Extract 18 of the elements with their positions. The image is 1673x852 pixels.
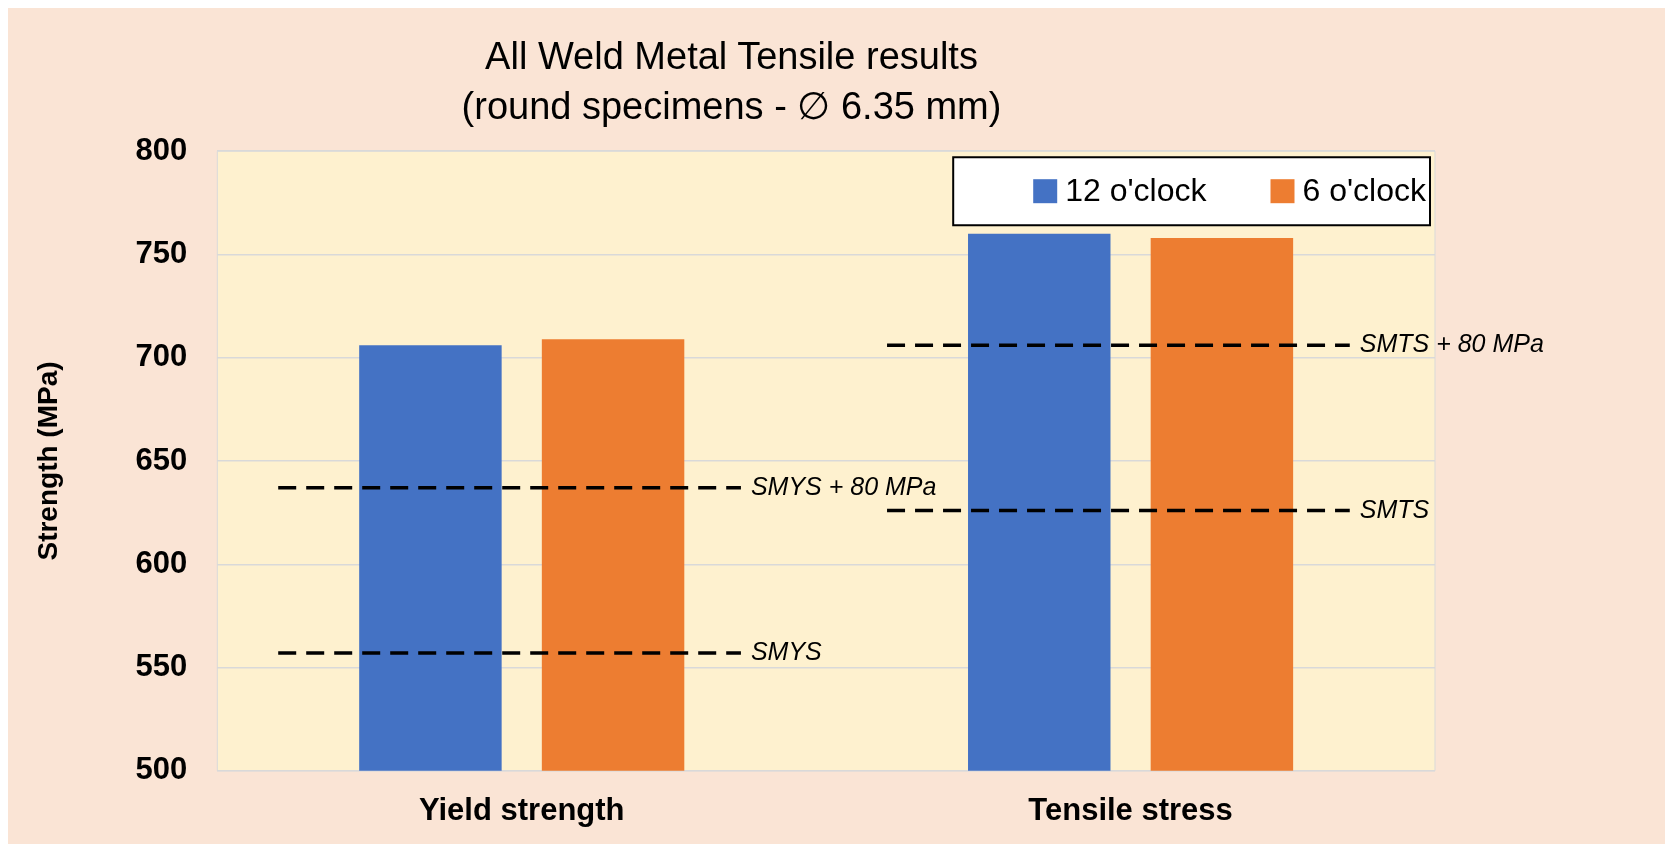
y-tick-label: 550	[135, 648, 188, 684]
ref-line-label: SMTS	[1359, 494, 1430, 523]
chart-subtitle: (round specimens - ∅ 6.35 mm)	[461, 84, 1002, 127]
y-axis-title: Strength (MPa)	[31, 361, 63, 561]
ref-line-label: SMYS + 80 MPa	[750, 471, 937, 500]
ref-line-label: SMYS	[750, 637, 823, 666]
legend-label: 12 o'clock	[1065, 172, 1208, 209]
chart-title: All Weld Metal Tensile results	[485, 35, 978, 78]
y-tick-label: 500	[135, 751, 188, 787]
ref-line-label: SMTS + 80 MPa	[1359, 329, 1544, 358]
y-tick-label: 650	[135, 441, 188, 477]
y-tick-label: 600	[135, 544, 188, 580]
y-tick-label: 750	[135, 235, 188, 271]
y-tick-label: 800	[135, 131, 188, 167]
y-tick-label: 700	[135, 338, 188, 374]
x-tick-label: Tensile stress	[1028, 791, 1233, 827]
x-tick-label: Yield strength	[418, 791, 625, 827]
legend-label: 6 o'clock	[1302, 172, 1427, 209]
